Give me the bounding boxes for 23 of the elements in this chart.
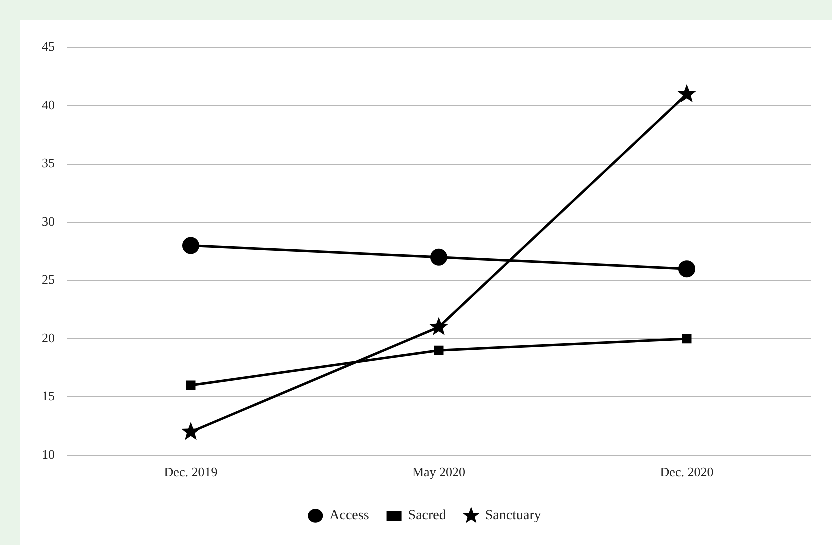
point: [186, 380, 196, 390]
point: [181, 422, 201, 440]
y-tick-label: 30: [42, 214, 55, 229]
y-tick-label: 15: [42, 388, 55, 404]
point: [182, 237, 200, 254]
x-tick-label: Dec. 2020: [660, 464, 714, 480]
y-tick-label: 35: [42, 156, 55, 171]
point: [682, 334, 692, 344]
point: [677, 84, 697, 102]
y-tick-label: 25: [42, 272, 55, 288]
point: [678, 260, 696, 278]
y-tick-label: 10: [42, 446, 55, 462]
point: [429, 317, 449, 336]
legend-label: Access: [330, 508, 370, 524]
x-tick-label: Dec. 2019: [164, 464, 218, 480]
point: [434, 346, 444, 356]
x-tick-label: May 2020: [412, 464, 466, 480]
point: [430, 248, 448, 266]
legend-label: Sanctuary: [485, 508, 542, 524]
legend-label: Sacred: [408, 508, 446, 524]
y-tick-label: 45: [42, 39, 55, 54]
y-tick-label: 40: [42, 97, 55, 112]
y-tick-label: 20: [42, 330, 55, 346]
